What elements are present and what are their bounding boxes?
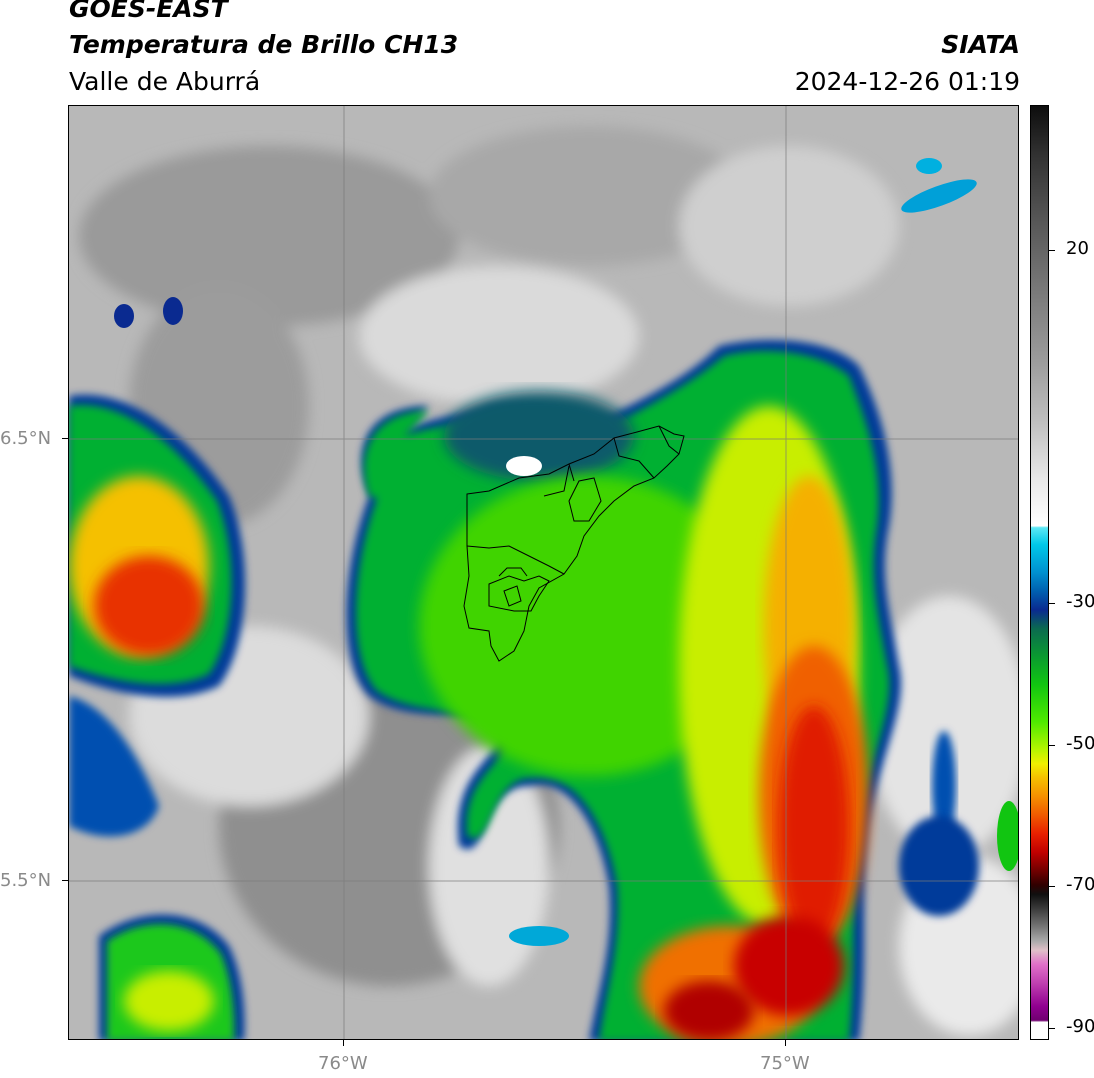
colorbar-label-neg50: -50 — [1066, 733, 1094, 754]
lat-label-6-5: 6.5°N — [0, 428, 52, 449]
graticule — [69, 106, 1018, 1039]
lat-tick-6-5 — [62, 438, 68, 439]
brightness-temperature-field — [69, 106, 1018, 1039]
southwest-storm — [69, 696, 245, 1039]
lon-label-76: 76°W — [318, 1053, 368, 1074]
agency-label: SIATA — [941, 30, 1020, 59]
satellite-title: GOES-EAST — [69, 0, 228, 23]
colorbar-label-20: 20 — [1066, 238, 1089, 259]
lon-tick-75 — [785, 1040, 786, 1046]
product-title: Temperatura de Brillo CH13 — [69, 30, 459, 59]
temperature-colorbar — [1030, 105, 1049, 1040]
lat-label-5-5: 5.5°N — [0, 870, 52, 891]
region-subtitle: Valle de Aburrá — [69, 67, 261, 96]
aburra-municipal-boundaries — [463, 425, 685, 662]
colorbar-tick-20 — [1049, 250, 1055, 251]
colorbar-label-neg30: -30 — [1066, 591, 1094, 612]
colorbar-tick-neg90 — [1049, 1028, 1055, 1029]
central-storm — [346, 340, 902, 1039]
colorbar-label-neg70: -70 — [1066, 874, 1094, 895]
colorbar-label-neg90: -90 — [1066, 1016, 1094, 1037]
small-cells — [114, 158, 1018, 946]
west-storm — [69, 394, 246, 697]
satellite-map[interactable] — [68, 105, 1019, 1040]
lon-tick-76 — [343, 1040, 344, 1046]
colorbar-tick-neg50 — [1049, 745, 1055, 746]
colorbar-tick-neg70 — [1049, 886, 1055, 887]
colorbar-tick-neg30 — [1049, 603, 1055, 604]
timestamp-label: 2024-12-26 01:19 — [794, 67, 1020, 96]
lat-tick-5-5 — [62, 880, 68, 881]
lon-label-75: 75°W — [760, 1053, 810, 1074]
